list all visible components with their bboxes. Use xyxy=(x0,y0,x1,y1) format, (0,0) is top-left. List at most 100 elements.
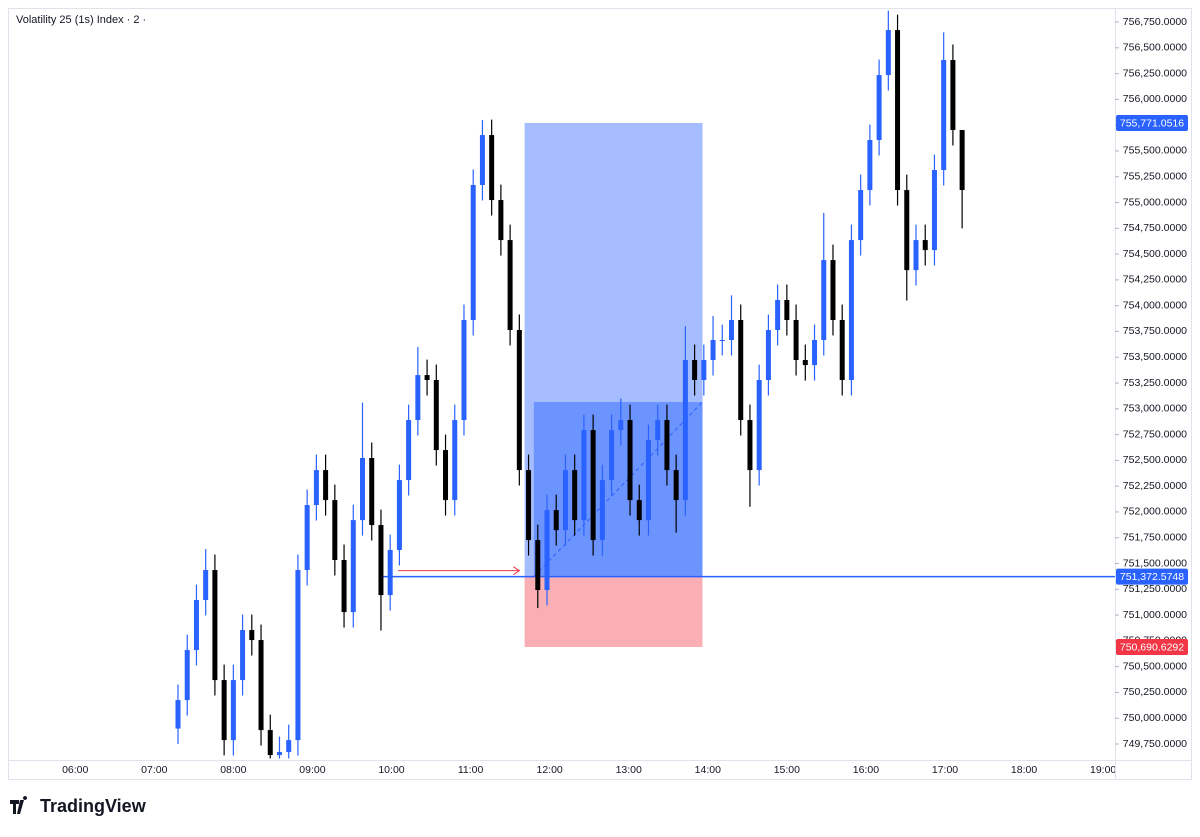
candle-body xyxy=(479,135,485,185)
x-tick-label: 19:00 xyxy=(1090,764,1116,776)
y-tick-label: 751,000.0000 xyxy=(1123,609,1187,621)
candle-body xyxy=(885,30,891,76)
candle-body xyxy=(848,240,854,381)
candle-body xyxy=(627,420,633,501)
candle-body xyxy=(304,505,310,571)
candle-body xyxy=(406,420,412,481)
y-tick-label: 756,750.0000 xyxy=(1123,16,1187,28)
candle-body xyxy=(295,570,301,741)
candle-body xyxy=(240,630,246,681)
candle-body xyxy=(618,420,624,431)
x-tick-label: 11:00 xyxy=(458,764,484,776)
y-tick-label: 751,250.0000 xyxy=(1123,583,1187,595)
candle-body xyxy=(590,430,596,541)
candle-body xyxy=(599,480,605,541)
x-tick-label: 06:00 xyxy=(62,764,88,776)
price-label-box xyxy=(1116,114,1188,131)
candle-body xyxy=(507,240,513,331)
candle-body xyxy=(895,30,901,191)
y-tick-label: 752,000.0000 xyxy=(1123,506,1187,518)
candle-body xyxy=(378,525,384,596)
candle-body xyxy=(526,470,532,541)
entry-arrow-head xyxy=(513,566,521,576)
logo: TradingView xyxy=(10,796,147,816)
time-axis: 06:00 07:00 08:00 09:00 10:00 11:00 12:00 13:00… xyxy=(62,764,1116,776)
candle-body xyxy=(784,299,790,321)
candle-body xyxy=(433,380,439,451)
x-tick-label: 15:00 xyxy=(774,764,800,776)
candle-body xyxy=(221,680,227,741)
candle-body xyxy=(664,420,670,471)
x-tick-label: 18:00 xyxy=(1011,764,1037,776)
candle-body xyxy=(175,700,181,729)
candle-body xyxy=(802,360,808,366)
chart-frame xyxy=(8,8,1192,780)
candle-body xyxy=(369,458,375,526)
x-tick-label: 07:00 xyxy=(141,764,167,776)
y-tick-label: 750,000.0000 xyxy=(1123,712,1187,724)
candle-body xyxy=(839,320,845,381)
candle-body xyxy=(424,375,430,381)
x-tick-label: 14:00 xyxy=(695,764,721,776)
x-tick-label: 10:00 xyxy=(378,764,404,776)
y-tick-label: 754,250.0000 xyxy=(1123,274,1187,286)
candle-body xyxy=(821,260,827,341)
y-tick-label: 751,500.0000 xyxy=(1123,557,1187,569)
chart-title: Volatility 25 (1s) Index · 2 · xyxy=(16,14,146,26)
candle-body xyxy=(922,240,928,251)
candle-body xyxy=(544,510,550,591)
candle-body xyxy=(765,330,771,381)
candle-body xyxy=(212,570,218,681)
x-tick-label: 08:00 xyxy=(220,764,246,776)
y-tick-label: 750,500.0000 xyxy=(1123,660,1187,672)
x-tick-label: 13:00 xyxy=(616,764,642,776)
candle-body xyxy=(535,540,541,591)
profit-zone xyxy=(524,122,703,577)
candle-body xyxy=(858,190,864,241)
loss-zone xyxy=(524,576,703,647)
candle-body xyxy=(396,480,402,551)
candle-body xyxy=(609,430,615,481)
candle-body xyxy=(645,440,651,521)
candle-body xyxy=(775,299,781,331)
candle-body xyxy=(729,320,735,341)
candle-body xyxy=(267,730,273,756)
candle-body xyxy=(313,470,319,506)
candle-body xyxy=(203,570,209,601)
candle-body xyxy=(461,320,467,421)
y-tick-label: 754,000.0000 xyxy=(1123,299,1187,311)
candle-body xyxy=(323,470,329,501)
y-tick-label: 755,250.0000 xyxy=(1123,171,1187,183)
candle-body xyxy=(443,450,449,501)
candle-body xyxy=(692,360,698,381)
candle-body xyxy=(562,470,568,531)
candle-body xyxy=(793,320,799,361)
candle-body xyxy=(572,470,578,521)
candle-body xyxy=(756,380,762,471)
price-label-box xyxy=(1116,568,1188,585)
candle-body xyxy=(950,59,956,131)
price-axis: 749,750.0000 750,000.0000 750,250.0000 750,… xyxy=(1115,16,1188,750)
candle-body xyxy=(193,600,199,651)
candle-body xyxy=(258,640,264,731)
candle-body xyxy=(498,200,504,241)
candle-body xyxy=(415,375,421,421)
candle-body xyxy=(553,510,559,531)
candle-body xyxy=(655,420,661,441)
price-label-box xyxy=(1116,638,1188,655)
candle-body xyxy=(867,140,873,191)
candle-body xyxy=(876,75,882,141)
y-tick-label: 755,000.0000 xyxy=(1123,196,1187,208)
candle-body xyxy=(360,458,366,521)
x-tick-label: 09:00 xyxy=(299,764,325,776)
y-tick-label: 749,750.0000 xyxy=(1123,738,1187,750)
x-tick-label: 12:00 xyxy=(536,764,562,776)
candle-body xyxy=(636,500,642,521)
candle-body xyxy=(230,680,236,741)
y-tick-label: 752,750.0000 xyxy=(1123,428,1187,440)
candle-body xyxy=(913,240,919,271)
price-label: 751,372.5748 xyxy=(1120,571,1184,583)
candle-body xyxy=(249,630,255,641)
candle-body xyxy=(673,470,679,501)
